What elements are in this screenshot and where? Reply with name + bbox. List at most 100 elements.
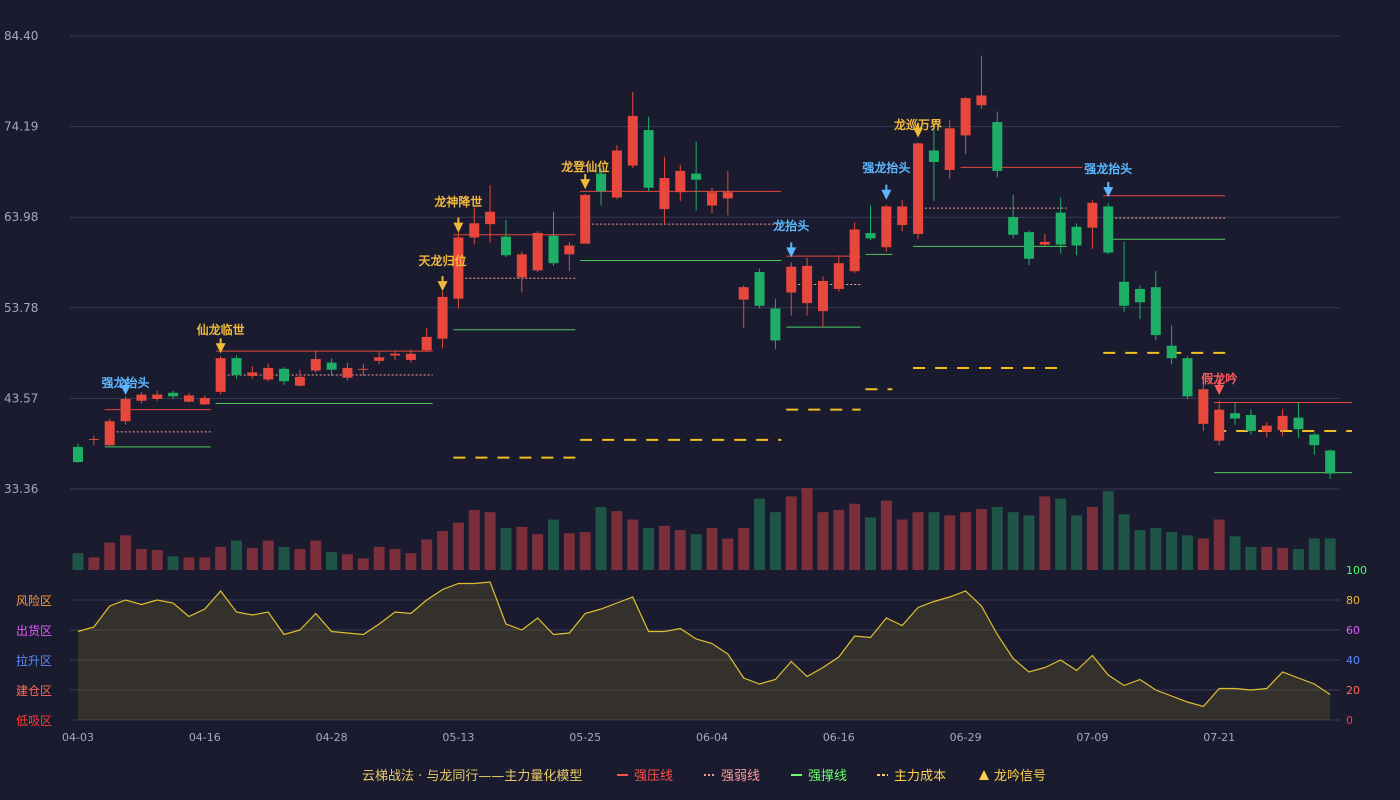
signal-label: 龙巡万界 xyxy=(894,117,942,132)
candle-body xyxy=(754,272,765,306)
candle-body xyxy=(1087,202,1098,228)
volume-bar xyxy=(944,515,956,570)
volume-bar xyxy=(310,540,322,570)
candle-body xyxy=(770,308,781,341)
candle-body xyxy=(865,233,876,239)
oscillator-zone-label: 建仓区 xyxy=(16,684,52,698)
candle-body xyxy=(960,98,971,136)
volume-bar xyxy=(468,510,480,570)
candle-body xyxy=(326,362,337,370)
candle-body xyxy=(786,266,797,293)
signal-arrow-icon xyxy=(913,127,924,138)
volume-bar xyxy=(262,540,274,570)
candle-body xyxy=(183,395,194,402)
candle-body xyxy=(913,143,924,234)
candle-body xyxy=(1008,217,1019,235)
candle-body xyxy=(1039,241,1050,245)
volume-bar xyxy=(373,546,385,570)
volume-bar xyxy=(960,512,972,570)
oscillator-tick-label: 80 xyxy=(1346,594,1360,607)
candle-body xyxy=(548,235,559,264)
date-tick-label: 04-28 xyxy=(316,731,348,744)
signal-arrow-icon xyxy=(881,189,892,200)
volume-bar xyxy=(1182,535,1193,570)
candle-body xyxy=(833,263,844,289)
volume-bar xyxy=(1007,512,1019,570)
signal-arrow-icon xyxy=(120,385,131,396)
volume-bar xyxy=(754,498,766,570)
candle-body xyxy=(1166,345,1177,359)
volume-bar xyxy=(1213,519,1225,570)
volume-bar xyxy=(452,522,464,570)
date-tick-label: 07-09 xyxy=(1076,731,1108,744)
signal-label: 仙龙临世 xyxy=(197,322,245,337)
signal-arrow-icon xyxy=(453,222,464,233)
volume-bar xyxy=(1134,530,1146,570)
volume-bar xyxy=(278,546,290,570)
candle-body xyxy=(485,211,496,225)
volume-bar xyxy=(785,496,797,570)
candle-body xyxy=(992,122,1003,171)
candle-body xyxy=(659,178,670,210)
candle-body xyxy=(152,394,163,400)
candle-body xyxy=(390,353,400,356)
signal-arrow-icon xyxy=(437,281,448,292)
volume-bar xyxy=(516,526,528,570)
oscillator-zone-label: 低吸区 xyxy=(16,714,52,728)
volume-bar xyxy=(1102,491,1114,570)
price-candles xyxy=(73,55,1336,479)
volume-bar xyxy=(1118,514,1130,570)
volume-bar xyxy=(627,519,639,570)
volume-bar xyxy=(532,534,544,570)
signal-label: 天龙归位 xyxy=(419,253,467,268)
legend-label: 云梯战法 · 与龙同行——主力量化模型 xyxy=(362,769,582,784)
candle-body xyxy=(263,367,274,380)
candle-body xyxy=(421,336,432,351)
candle-body xyxy=(358,368,369,370)
signal-label: 强龙抬头 xyxy=(102,375,150,390)
volume-bar xyxy=(611,511,623,570)
volume-bar xyxy=(674,530,686,570)
candle-body xyxy=(1103,206,1114,253)
signal-arrow-icon xyxy=(1103,187,1114,198)
candle-body xyxy=(928,150,939,163)
date-tick-label: 06-16 xyxy=(823,731,855,744)
candle-body xyxy=(1134,288,1145,303)
candle-body xyxy=(215,358,226,392)
oscillator-tick-label: 20 xyxy=(1346,684,1360,697)
volume-bar xyxy=(579,532,591,570)
axes-labels: 84.40 74.19 63.98 53.78 43.57 33.36 风险区出货区拉升区建… xyxy=(4,29,1367,744)
candle-body xyxy=(817,280,828,312)
volume-bar xyxy=(326,552,338,570)
candle-body xyxy=(88,438,99,440)
candle-body xyxy=(168,392,179,397)
oscillator-zone-label: 风险区 xyxy=(16,593,52,608)
volume-bar xyxy=(135,548,147,570)
price-tick-label: 63.98 xyxy=(4,210,38,224)
volume-bar xyxy=(1055,498,1067,570)
candle-body xyxy=(944,128,955,171)
candle-body xyxy=(596,173,607,192)
signal-label: 龙登仙位 xyxy=(561,159,609,174)
candle-body xyxy=(279,368,290,382)
volume-bar xyxy=(151,550,163,570)
volume-bar xyxy=(88,557,100,570)
price-tick-label: 43.57 xyxy=(4,391,38,405)
candle-body xyxy=(437,296,448,339)
volume-bars xyxy=(72,488,1336,570)
price-tick-label: 53.78 xyxy=(4,301,38,315)
volume-bar xyxy=(484,512,496,570)
oscillator-area xyxy=(78,582,1331,720)
candle-body xyxy=(1277,415,1288,431)
candle-body xyxy=(611,150,622,198)
volume-bar xyxy=(500,527,512,570)
date-tick-label: 05-25 xyxy=(569,731,601,744)
candle-body xyxy=(405,353,416,360)
legend-label: 强撑线 xyxy=(808,769,847,784)
volume-bar xyxy=(215,546,227,570)
candle-body xyxy=(1198,389,1209,424)
date-tick-label: 06-04 xyxy=(696,731,728,744)
candle-body xyxy=(849,229,860,272)
candle-body xyxy=(247,372,258,376)
